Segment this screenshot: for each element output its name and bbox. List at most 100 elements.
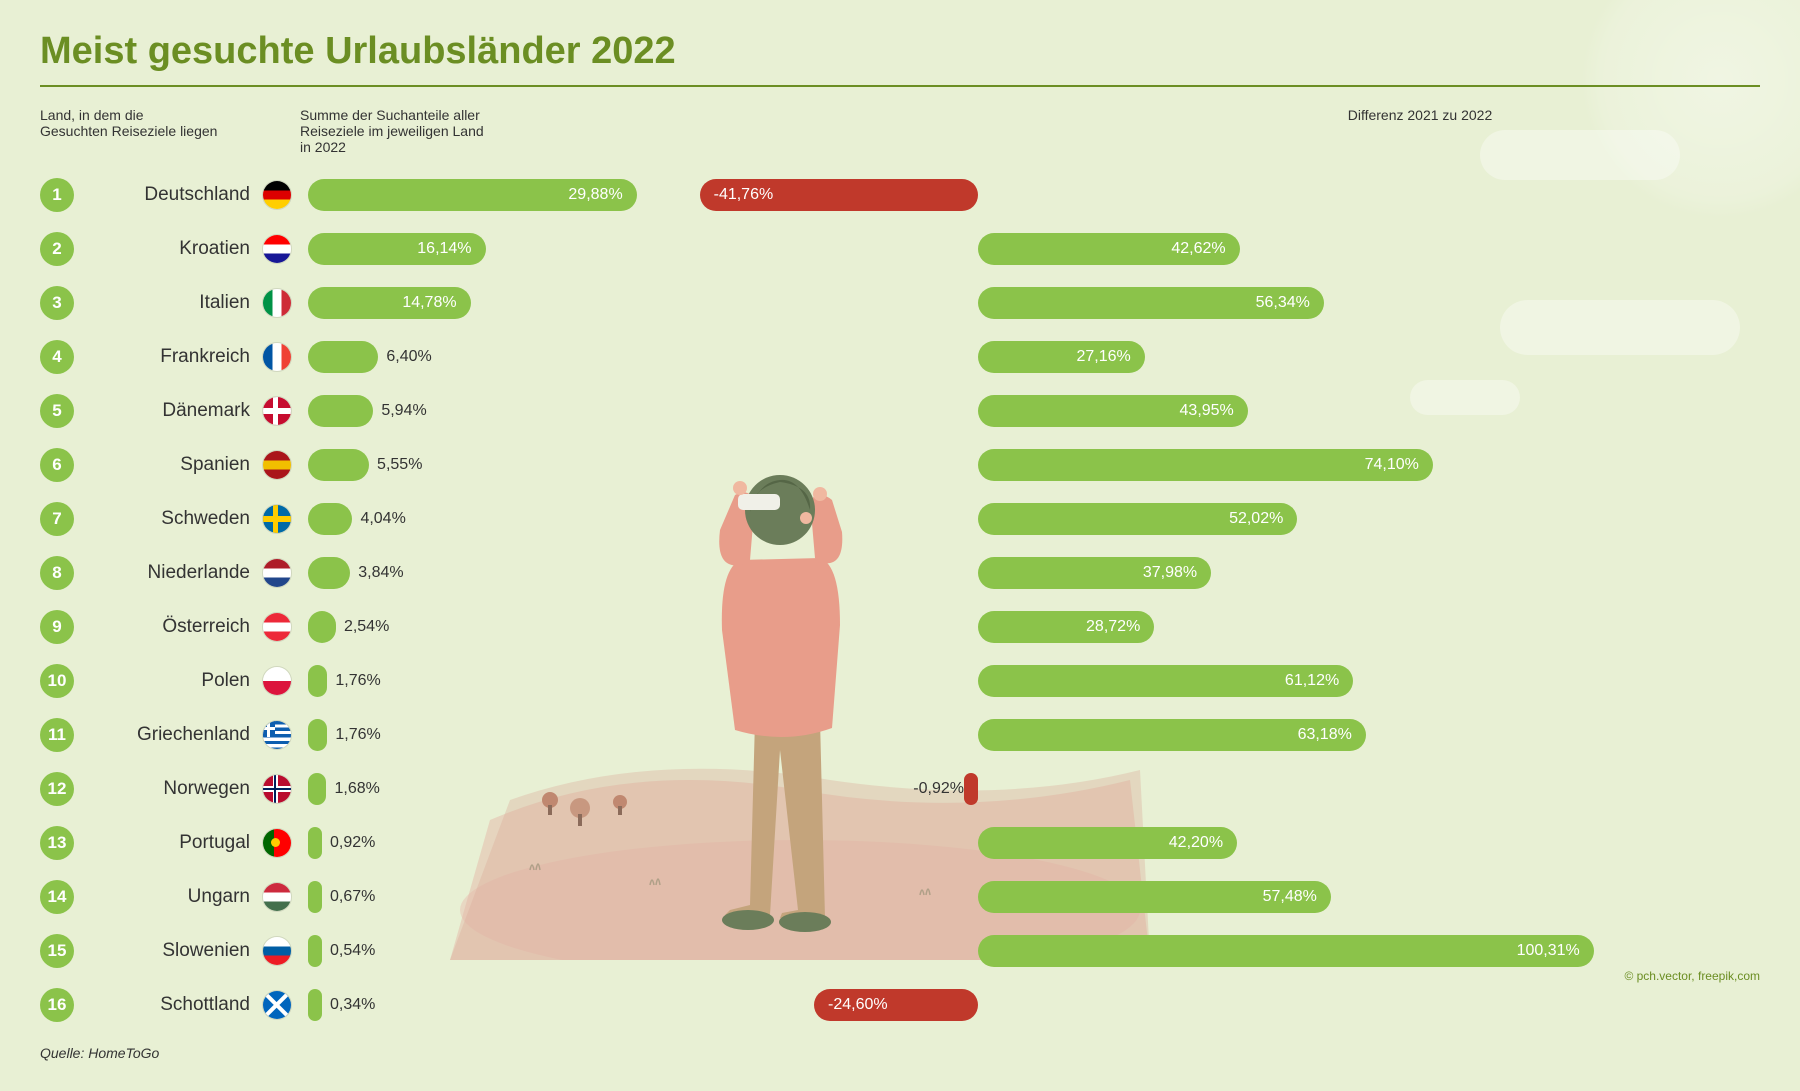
diff-cell: 27,16% <box>688 341 1760 373</box>
share-bar: 16,14% <box>308 233 486 265</box>
share-bar: 14,78% <box>308 287 471 319</box>
diff-cell: 57,48% <box>688 881 1760 913</box>
diff-bar: 37,98% <box>978 557 1211 589</box>
share-bar <box>308 395 373 427</box>
share-cell: 6,40% <box>308 341 688 373</box>
diff-cell: 42,62% <box>688 233 1760 265</box>
share-label: 0,67% <box>330 888 375 906</box>
flag-icon <box>262 342 292 372</box>
share-cell: 1,68% <box>308 773 688 805</box>
country-name: Polen <box>82 670 262 692</box>
header-share: Summe der Suchanteile aller Reiseziele i… <box>300 107 660 155</box>
diff-bar: 61,12% <box>978 665 1353 697</box>
chart-row: 14 Ungarn 0,67% 57,48% <box>40 879 1760 915</box>
country-name: Niederlande <box>82 562 262 584</box>
share-cell: 16,14% <box>308 233 688 265</box>
diff-cell: 37,98% <box>688 557 1760 589</box>
diff-bar: 28,72% <box>978 611 1154 643</box>
share-cell: 1,76% <box>308 665 688 697</box>
flag-icon <box>262 612 292 642</box>
share-bar <box>308 611 336 643</box>
rank-badge: 8 <box>40 556 74 590</box>
flag-icon <box>262 288 292 318</box>
rank-badge: 15 <box>40 934 74 968</box>
diff-bar: 74,10% <box>978 449 1433 481</box>
diff-cell: 74,10% <box>688 449 1760 481</box>
diff-bar: 56,34% <box>978 287 1324 319</box>
rank-badge: 2 <box>40 232 74 266</box>
diff-cell: -41,76% <box>688 179 1760 211</box>
flag-icon <box>262 990 292 1020</box>
rank-badge: 5 <box>40 394 74 428</box>
chart-row: 1Deutschland29,88%-41,76% <box>40 177 1760 213</box>
country-name: Portugal <box>82 832 262 854</box>
diff-cell: 56,34% <box>688 287 1760 319</box>
diff-bar: -24,60% <box>814 989 978 1021</box>
diff-bar: 43,95% <box>978 395 1248 427</box>
share-label: 1,76% <box>335 726 380 744</box>
country-name: Norwegen <box>82 778 262 800</box>
header-country: Land, in dem die Gesuchten Reiseziele li… <box>40 107 300 155</box>
country-name: Dänemark <box>82 400 262 422</box>
share-bar <box>308 449 369 481</box>
flag-icon <box>262 234 292 264</box>
share-label: 5,94% <box>381 402 426 420</box>
share-cell: 5,94% <box>308 395 688 427</box>
country-name: Schweden <box>82 508 262 530</box>
rank-badge: 9 <box>40 610 74 644</box>
share-bar <box>308 827 322 859</box>
diff-label: -0,92% <box>913 780 970 798</box>
country-name: Deutschland <box>82 184 262 206</box>
diff-cell: 100,31% <box>688 935 1760 967</box>
flag-icon <box>262 828 292 858</box>
flag-icon <box>262 774 292 804</box>
country-name: Frankreich <box>82 346 262 368</box>
country-name: Griechenland <box>82 724 262 746</box>
chart-row: 13Portugal0,92%42,20% <box>40 825 1760 861</box>
diff-cell: 61,12% <box>688 665 1760 697</box>
chart-row: 10 Polen 1,76% 61,12% <box>40 663 1760 699</box>
chart-row: 16Schottland0,34%-24,60% <box>40 987 1760 1023</box>
rank-badge: 16 <box>40 988 74 1022</box>
chart-rows: 1Deutschland29,88%-41,76%2Kroatien16,14%… <box>40 177 1760 1023</box>
rank-badge: 14 <box>40 880 74 914</box>
share-cell: 29,88% <box>308 179 688 211</box>
chart-row: 15 Slowenien 0,54%100,31% <box>40 933 1760 969</box>
share-label: 2,54% <box>344 618 389 636</box>
rank-badge: 10 <box>40 664 74 698</box>
share-bar <box>308 881 322 913</box>
share-cell: 4,04% <box>308 503 688 535</box>
chart-row: 8Niederlande3,84%37,98% <box>40 555 1760 591</box>
chart-row: 5 Dänemark 5,94% 43,95% <box>40 393 1760 429</box>
flag-icon <box>262 180 292 210</box>
share-label: 0,92% <box>330 834 375 852</box>
share-bar <box>308 989 322 1021</box>
diff-bar: -41,76% <box>700 179 978 211</box>
rank-badge: 7 <box>40 502 74 536</box>
rank-badge: 12 <box>40 772 74 806</box>
country-name: Ungarn <box>82 886 262 908</box>
share-cell: 1,76% <box>308 719 688 751</box>
diff-cell: 52,02% <box>688 503 1760 535</box>
chart-row: 4 Frankreich 6,40% 27,16% <box>40 339 1760 375</box>
share-cell: 5,55% <box>308 449 688 481</box>
share-bar <box>308 665 327 697</box>
country-name: Italien <box>82 292 262 314</box>
header-diff: Differenz 2021 zu 2022 <box>1080 107 1760 155</box>
share-label: 6,40% <box>386 348 431 366</box>
chart-row: 2Kroatien16,14%42,62% <box>40 231 1760 267</box>
diff-bar: 57,48% <box>978 881 1331 913</box>
chart-row: 12 Norwegen 1,68% -0,92% <box>40 771 1760 807</box>
share-cell: 0,92% <box>308 827 688 859</box>
country-name: Slowenien <box>82 940 262 962</box>
flag-icon <box>262 666 292 696</box>
share-bar <box>308 719 327 751</box>
share-bar <box>308 935 322 967</box>
diff-cell: 28,72% <box>688 611 1760 643</box>
diff-cell: 63,18% <box>688 719 1760 751</box>
diff-bar: 42,20% <box>978 827 1237 859</box>
share-cell: 14,78% <box>308 287 688 319</box>
share-cell: 0,54% <box>308 935 688 967</box>
rank-badge: 4 <box>40 340 74 374</box>
flag-icon <box>262 558 292 588</box>
